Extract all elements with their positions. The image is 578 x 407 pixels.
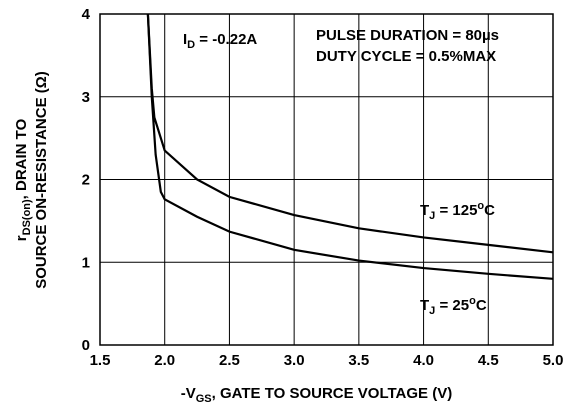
series-label-part: T [420, 297, 429, 314]
line-series [146, 14, 553, 280]
annotation: ID = -0.22A [183, 31, 257, 51]
x-tick-label: 4.5 [478, 352, 499, 369]
y-axis-label-part: SOURCE ON-RESISTANCE (Ω) [33, 71, 50, 289]
series-label-part: o [477, 200, 484, 212]
x-tick-label: 3.0 [284, 352, 305, 369]
annotation: DUTY CYCLE = 0.5%MAX [316, 48, 496, 65]
annotation-part: PULSE DURATION = 80µs [316, 27, 499, 44]
x-axis-label-part: GS [196, 393, 212, 405]
y-axis-label: rDS(on), DRAIN TO [13, 118, 33, 241]
x-axis-label-part: -V [181, 385, 196, 402]
annotation-part: D [187, 39, 195, 51]
x-tick-label: 3.5 [348, 352, 369, 369]
annotation-part: = -0.22A [195, 31, 257, 48]
y-tick-label: 3 [82, 89, 90, 106]
series-label-part: T [420, 202, 429, 219]
y-tick-label: 1 [82, 254, 90, 271]
y-tick-label: 4 [82, 6, 91, 23]
y-axis-label-part: DS(on) [21, 199, 33, 235]
x-tick-label: 1.5 [90, 352, 111, 369]
y-axis-label-part: r [13, 235, 30, 241]
x-axis-label: -VGS, GATE TO SOURCE VOLTAGE (V) [181, 385, 452, 405]
series-label-part: J [429, 210, 435, 222]
y-tick-label: 2 [82, 172, 90, 189]
y-axis-label: SOURCE ON-RESISTANCE (Ω) [33, 71, 50, 289]
x-tick-label: 2.5 [219, 352, 240, 369]
x-tick-label: 2.0 [154, 352, 175, 369]
series-label: TJ = 25oC [420, 295, 487, 317]
series-label-part: J [429, 305, 435, 317]
series-label-part: = 125 [435, 202, 477, 219]
x-axis-label-part: , GATE TO SOURCE VOLTAGE (V) [212, 385, 453, 402]
y-tick-label: 0 [82, 337, 90, 354]
series-label-part: C [484, 202, 495, 219]
series-label-part: o [469, 295, 476, 307]
annotation: PULSE DURATION = 80µs [316, 27, 499, 44]
series-label-part: = 25 [435, 297, 469, 314]
series-label: TJ = 125oC [420, 200, 495, 222]
series-label-part: C [476, 297, 487, 314]
y-axis-label-part: , DRAIN TO [13, 118, 30, 199]
annotation-part: I [183, 31, 187, 48]
x-tick-label: 4.0 [413, 352, 434, 369]
x-tick-label: 5.0 [543, 352, 564, 369]
annotation-part: DUTY CYCLE = 0.5%MAX [316, 48, 496, 65]
plot-frame [99, 13, 554, 346]
